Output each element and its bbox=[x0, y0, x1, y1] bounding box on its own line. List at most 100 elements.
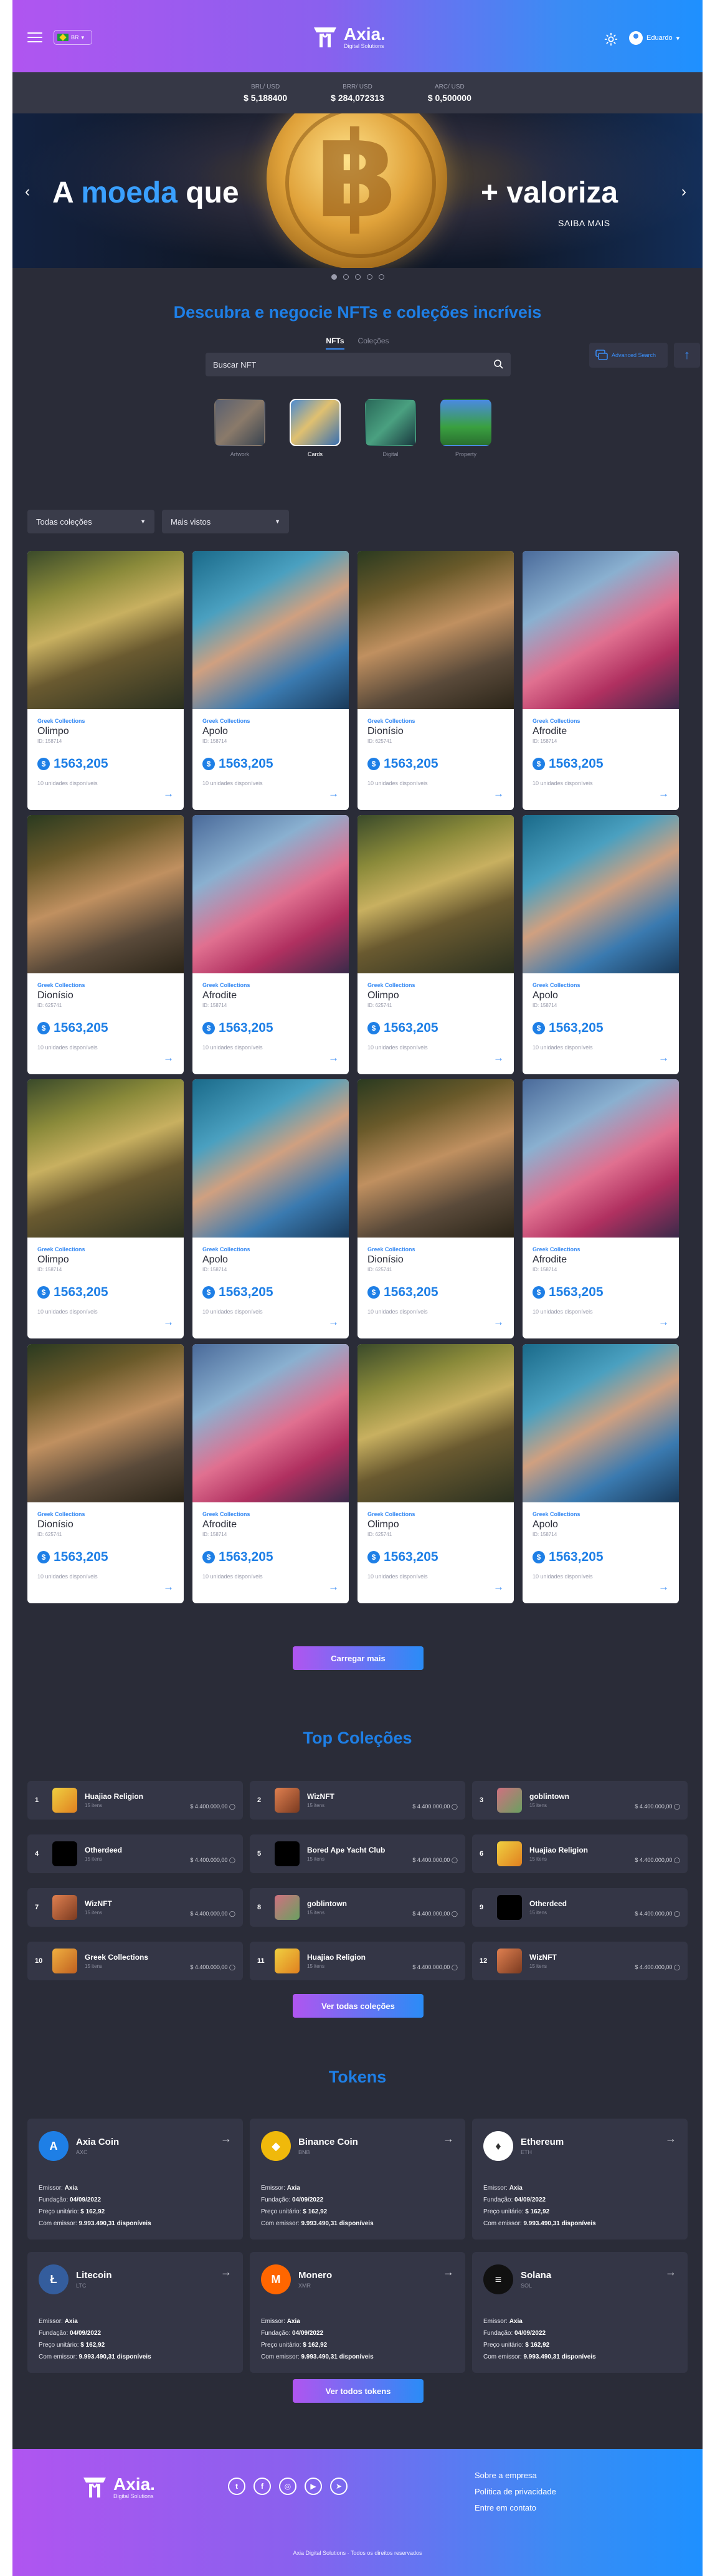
nft-card[interactable]: Greek Collections Olimpo ID: 158714 $1563,2… bbox=[27, 551, 184, 810]
collection-row[interactable]: 6 Huajiao Religion 15 itens $ 4.400.000,00 … bbox=[472, 1834, 688, 1873]
collection-row[interactable]: 5 Bored Ape Yacht Club 15 itens $ 4.400.000… bbox=[250, 1834, 465, 1873]
nft-card[interactable]: Greek Collections Dionísio ID: 625741 $1563… bbox=[358, 1079, 514, 1338]
twitter-icon[interactable]: t bbox=[228, 2478, 245, 2495]
collection-row[interactable]: 9 Otherdeed 15 itens $ 4.400.000,00 ◯ bbox=[472, 1888, 688, 1927]
arrow-right-icon[interactable]: → bbox=[658, 1581, 669, 1593]
arrow-right-icon[interactable]: → bbox=[493, 1316, 504, 1328]
nft-card[interactable]: Greek Collections Olimpo ID: 625741 $1563,2… bbox=[358, 815, 514, 1074]
arrow-right-icon[interactable]: → bbox=[658, 788, 669, 799]
arrow-right-icon[interactable]: → bbox=[443, 2132, 454, 2145]
category-artwork[interactable]: Artwork bbox=[214, 399, 265, 457]
arrow-right-icon[interactable]: → bbox=[665, 2132, 676, 2145]
arrow-right-icon[interactable]: → bbox=[163, 1052, 174, 1064]
arrow-right-icon[interactable]: → bbox=[328, 1052, 339, 1064]
arrow-right-icon[interactable]: → bbox=[328, 788, 339, 799]
token-card[interactable]: ◆ Binance Coin BNB → Emissor: Axia Fundação: … bbox=[250, 2119, 465, 2240]
arrow-right-icon[interactable]: → bbox=[658, 1316, 669, 1328]
arrow-right-icon[interactable]: → bbox=[220, 2266, 232, 2278]
arrow-right-icon[interactable]: → bbox=[328, 1316, 339, 1328]
carousel-dot[interactable] bbox=[378, 274, 384, 280]
telegram-icon[interactable]: ➤ bbox=[330, 2478, 348, 2495]
collection-row[interactable]: 3 goblintown 15 itens $ 4.400.000,00 ◯ bbox=[472, 1781, 688, 1820]
collection-row[interactable]: 2 WizNFT 15 itens $ 4.400.000,00 ◯ bbox=[250, 1781, 465, 1820]
learn-more-link[interactable]: SAIBA MAIS bbox=[558, 218, 610, 228]
collection-rank: 10 bbox=[35, 1957, 43, 1965]
collection-row[interactable]: 4 Otherdeed 15 itens $ 4.400.000,00 ◯ bbox=[27, 1834, 243, 1873]
view-all-collections-button[interactable]: Ver todas coleções bbox=[293, 1994, 424, 2018]
nft-card[interactable]: Greek Collections Afrodite ID: 158714 $1563… bbox=[192, 1344, 349, 1603]
brand-logo[interactable]: Axia. Digital Solutions bbox=[311, 24, 386, 51]
gear-icon[interactable] bbox=[604, 32, 618, 46]
token-logo-icon: A bbox=[39, 2131, 69, 2161]
collection-row[interactable]: 7 WizNFT 15 itens $ 4.400.000,00 ◯ bbox=[27, 1888, 243, 1927]
arrow-right-icon[interactable]: → bbox=[163, 1581, 174, 1593]
nft-price: $1563,205 bbox=[533, 1550, 669, 1565]
nft-card[interactable]: Greek Collections Afrodite ID: 158714 $1563… bbox=[523, 551, 679, 810]
arrow-right-icon[interactable]: → bbox=[493, 1052, 504, 1064]
nft-card[interactable]: Greek Collections Olimpo ID: 158714 $1563,2… bbox=[27, 1079, 184, 1338]
arrow-right-icon[interactable]: → bbox=[163, 788, 174, 799]
token-card[interactable]: A Axia Coin AXC → Emissor: Axia Fundação: 04/… bbox=[27, 2119, 243, 2240]
token-details: Emissor: Axia Fundação: 04/09/2022 Preço u… bbox=[261, 2185, 374, 2227]
carousel-dot[interactable] bbox=[331, 274, 337, 280]
nft-card[interactable]: Greek Collections Dionísio ID: 625741 $1563… bbox=[358, 551, 514, 810]
token-card[interactable]: M Monero XMR → Emissor: Axia Fundação: 04/09/… bbox=[250, 2252, 465, 2373]
nft-card[interactable]: Greek Collections Dionísio ID: 625741 $1563… bbox=[27, 815, 184, 1074]
youtube-icon[interactable]: ▶ bbox=[305, 2478, 322, 2495]
scroll-up-button[interactable]: ↑ bbox=[674, 343, 700, 368]
token-card[interactable]: ≡ Solana SOL → Emissor: Axia Fundação: 04/09/… bbox=[472, 2252, 688, 2373]
category-digital[interactable]: Digital bbox=[365, 399, 416, 457]
chevron-down-icon: ▾ bbox=[676, 34, 680, 42]
collection-row[interactable]: 12 WizNFT 15 itens $ 4.400.000,00 ◯ bbox=[472, 1942, 688, 1980]
footer-link-about[interactable]: Sobre a empresa bbox=[475, 2471, 537, 2480]
arrow-right-icon[interactable]: → bbox=[163, 1316, 174, 1328]
advanced-search-button[interactable]: Advanced Search bbox=[589, 343, 668, 368]
nft-card[interactable]: Greek Collections Apolo ID: 158714 $1563,20… bbox=[192, 1079, 349, 1338]
arrow-right-icon[interactable]: → bbox=[493, 788, 504, 799]
instagram-icon[interactable]: ◎ bbox=[279, 2478, 296, 2495]
nft-card[interactable]: Greek Collections Apolo ID: 158714 $1563,20… bbox=[523, 815, 679, 1074]
arrow-right-icon[interactable]: → bbox=[665, 2266, 676, 2278]
carousel-prev-icon[interactable]: ‹ bbox=[25, 183, 30, 200]
nft-card[interactable]: Greek Collections Dionísio ID: 625741 $1563… bbox=[27, 1344, 184, 1603]
arrow-right-icon[interactable]: → bbox=[328, 1581, 339, 1593]
collection-filter-select[interactable]: Todas coleções ▼ bbox=[27, 510, 154, 533]
nft-card[interactable]: Greek Collections Afrodite ID: 158714 $1563… bbox=[523, 1079, 679, 1338]
arrow-right-icon[interactable]: → bbox=[220, 2132, 232, 2145]
nft-card[interactable]: Greek Collections Olimpo ID: 625741 $1563,2… bbox=[358, 1344, 514, 1603]
nft-card[interactable]: Greek Collections Afrodite ID: 158714 $1563… bbox=[192, 815, 349, 1074]
collection-row[interactable]: 1 Huajiao Religion 15 itens $ 4.400.000,00 … bbox=[27, 1781, 243, 1820]
nft-image bbox=[523, 1344, 679, 1502]
view-all-tokens-button[interactable]: Ver todos tokens bbox=[293, 2379, 424, 2403]
category-property[interactable]: Property bbox=[440, 399, 491, 457]
search-icon[interactable] bbox=[493, 359, 503, 369]
arrow-right-icon[interactable]: → bbox=[658, 1052, 669, 1064]
collection-row[interactable]: 10 Greek Collections 15 itens $ 4.400.000,0… bbox=[27, 1942, 243, 1980]
nft-card[interactable]: Greek Collections Apolo ID: 158714 $1563,20… bbox=[192, 551, 349, 810]
collection-row[interactable]: 8 goblintown 15 itens $ 4.400.000,00 ◯ bbox=[250, 1888, 465, 1927]
tab-nfts[interactable]: NFTs bbox=[326, 336, 344, 350]
nft-collection: Greek Collections bbox=[533, 1511, 580, 1517]
load-more-button[interactable]: Carregar mais bbox=[293, 1646, 424, 1670]
menu-icon[interactable] bbox=[27, 32, 42, 42]
language-selector[interactable]: BR ▾ bbox=[54, 30, 92, 45]
nft-card[interactable]: Greek Collections Apolo ID: 158714 $1563,20… bbox=[523, 1344, 679, 1603]
carousel-next-icon[interactable]: › bbox=[681, 183, 686, 200]
tab-colecoes[interactable]: Coleções bbox=[358, 336, 389, 345]
token-card[interactable]: Ł Litecoin LTC → Emissor: Axia Fundação: 04/0… bbox=[27, 2252, 243, 2373]
sort-select[interactable]: Mais vistos ▼ bbox=[162, 510, 289, 533]
carousel-dot[interactable] bbox=[366, 274, 372, 280]
carousel-dot[interactable] bbox=[343, 274, 349, 280]
user-menu[interactable]: Eduardo ▾ bbox=[629, 31, 679, 45]
footer-link-privacy[interactable]: Política de privacidade bbox=[475, 2487, 556, 2496]
footer-logo[interactable]: Axia. Digital Solutions bbox=[81, 2474, 155, 2501]
collection-row[interactable]: 11 Huajiao Religion 15 itens $ 4.400.000,00… bbox=[250, 1942, 465, 1980]
arrow-right-icon[interactable]: → bbox=[493, 1581, 504, 1593]
facebook-icon[interactable]: f bbox=[253, 2478, 271, 2495]
search-input[interactable]: Buscar NFT bbox=[206, 353, 511, 376]
footer-link-contact[interactable]: Entre em contato bbox=[475, 2503, 536, 2512]
category-cards[interactable]: Cards bbox=[290, 399, 341, 457]
arrow-right-icon[interactable]: → bbox=[443, 2266, 454, 2278]
token-card[interactable]: ♦ Ethereum ETH → Emissor: Axia Fundação: 04/0… bbox=[472, 2119, 688, 2240]
carousel-dot[interactable] bbox=[354, 274, 361, 280]
